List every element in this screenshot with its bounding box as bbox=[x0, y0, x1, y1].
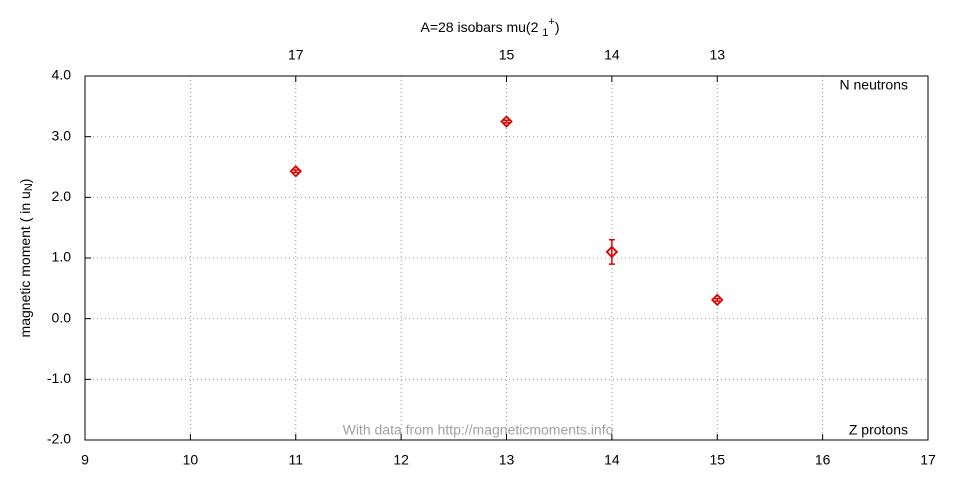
x-tick-label: 17 bbox=[920, 452, 936, 468]
x-tick-label: 11 bbox=[288, 452, 303, 468]
x-tick-label: 14 bbox=[604, 452, 620, 468]
ylabel-end: ) bbox=[17, 179, 33, 184]
y-tick-label: 3.0 bbox=[52, 127, 72, 143]
title-sup: + bbox=[548, 16, 554, 28]
y-tick-label: -1.0 bbox=[47, 370, 71, 386]
title-end: ) bbox=[555, 19, 560, 35]
annotation: N neutrons bbox=[840, 77, 908, 93]
error-bar bbox=[292, 169, 299, 174]
x2-tick-label: 17 bbox=[288, 47, 304, 63]
point bbox=[500, 115, 513, 128]
error-bar bbox=[503, 119, 510, 124]
x-tick-label: 9 bbox=[81, 452, 89, 468]
chart-title: A=28 isobars mu(2 1+) bbox=[420, 16, 559, 39]
title-sub: 1 bbox=[542, 27, 548, 39]
y-tick-label: 0.0 bbox=[52, 309, 72, 325]
y-tick-label: 2.0 bbox=[52, 188, 72, 204]
error-bar bbox=[714, 297, 721, 302]
title-text: A=28 isobars mu(2 bbox=[420, 19, 542, 35]
y-tick-label: -2.0 bbox=[47, 431, 71, 447]
point bbox=[289, 164, 303, 178]
point bbox=[605, 245, 619, 259]
x2-tick-label: 14 bbox=[604, 47, 620, 63]
credit: With data from http://magneticmoments.in… bbox=[343, 422, 614, 438]
x-tick-label: 15 bbox=[709, 452, 725, 468]
x-tick-label: 16 bbox=[815, 452, 831, 468]
point bbox=[710, 293, 724, 307]
annotation: Z protons bbox=[849, 422, 908, 438]
y-axis-label: magnetic moment ( in uN) bbox=[17, 179, 35, 338]
error-bar bbox=[608, 239, 615, 265]
ylabel-text: magnetic moment ( in u bbox=[17, 191, 33, 337]
x-tick-label: 12 bbox=[393, 452, 409, 468]
x2-tick-label: 13 bbox=[709, 47, 725, 63]
x-tick-label: 10 bbox=[183, 452, 199, 468]
x-tick-label: 13 bbox=[499, 452, 515, 468]
y-tick-label: 1.0 bbox=[52, 249, 72, 265]
ylabel-sub: N bbox=[23, 183, 35, 191]
x2-tick-label: 15 bbox=[499, 47, 515, 63]
y-tick-label: 4.0 bbox=[52, 67, 72, 83]
